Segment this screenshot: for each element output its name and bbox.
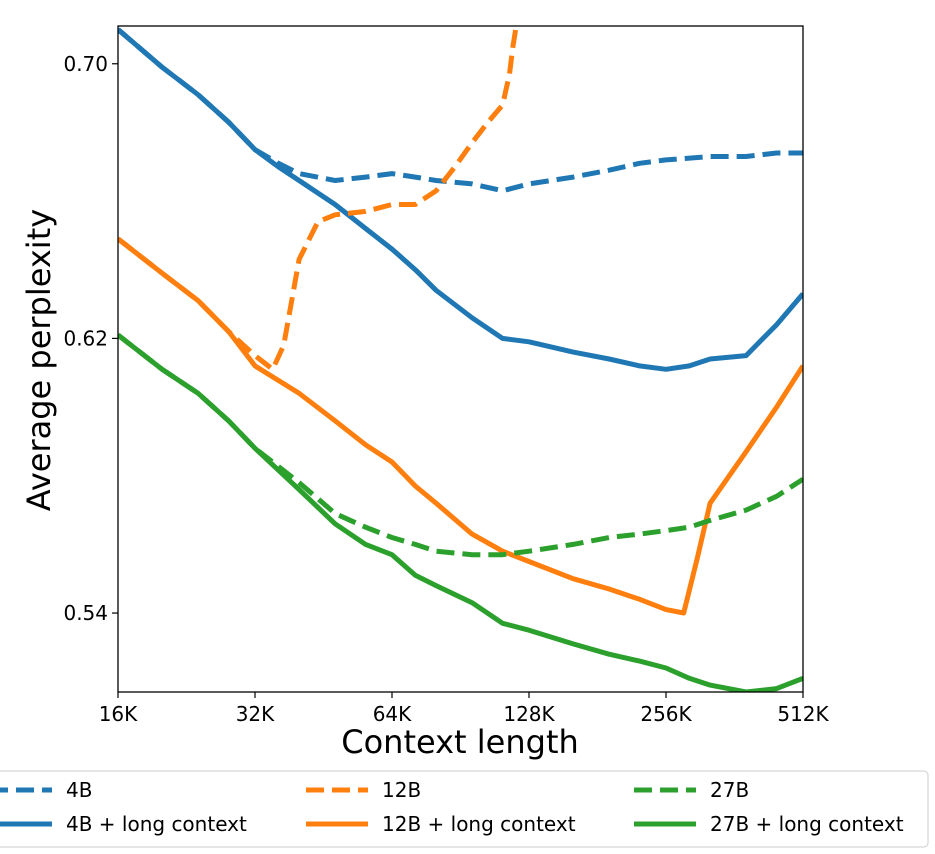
legend-label: 27B + long context xyxy=(710,812,904,836)
x-tick-label: 32K xyxy=(236,702,275,726)
legend: 4B 4B + long context 12B 12B + long context… xyxy=(0,778,904,836)
x-tick-label: 128K xyxy=(503,702,555,726)
x-axis: 16K 32K 64K 128K 256K 512K xyxy=(99,692,830,726)
series-line-4b-long-context xyxy=(118,27,803,372)
plot-frame xyxy=(117,25,804,693)
legend-label: 12B + long context xyxy=(382,812,576,836)
series-line-27b-long-context xyxy=(118,333,803,692)
y-axis-title: Average perplexity xyxy=(20,209,58,511)
legend-label: 27B xyxy=(710,778,749,802)
series-line-4b xyxy=(118,27,803,194)
legend-label: 4B xyxy=(66,778,92,802)
y-tick-label: 0.70 xyxy=(63,52,108,76)
x-tick-label: 64K xyxy=(373,702,412,726)
y-tick-label: 0.62 xyxy=(63,326,108,350)
series-line-12b-long-context xyxy=(118,236,803,616)
legend-label: 12B xyxy=(382,778,421,802)
x-axis-title: Context length xyxy=(341,723,579,761)
y-axis: 0.54 0.62 0.70 xyxy=(63,52,118,625)
x-tick-label: 512K xyxy=(777,702,829,726)
legend-label: 4B + long context xyxy=(66,812,247,836)
x-tick-label: 16K xyxy=(99,702,138,726)
series-layer xyxy=(118,26,803,692)
x-tick-label: 256K xyxy=(640,702,692,726)
y-tick-label: 0.54 xyxy=(63,601,108,625)
